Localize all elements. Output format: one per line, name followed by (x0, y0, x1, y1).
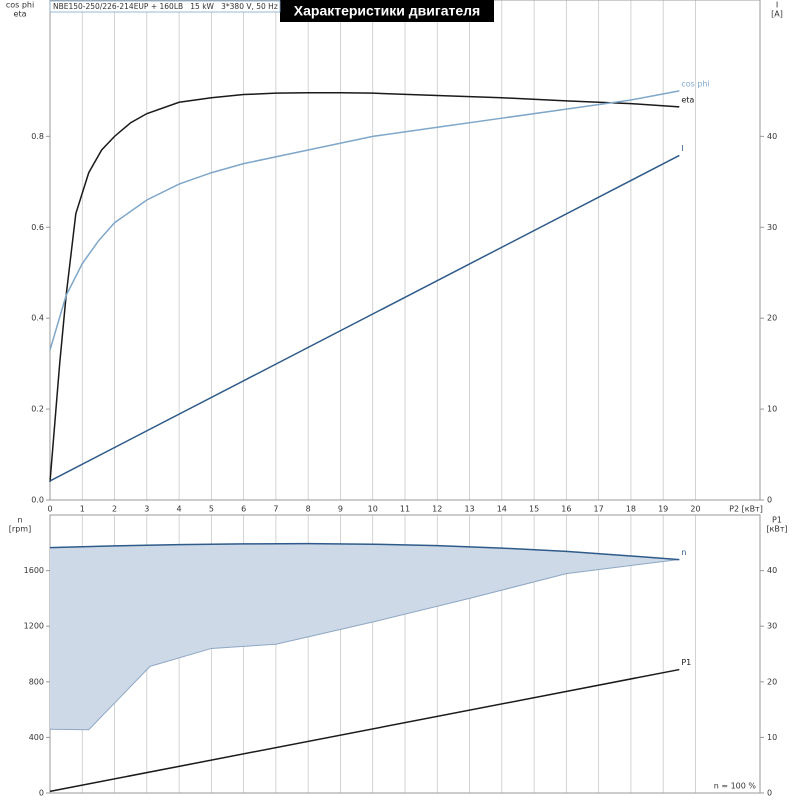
x-tick-label: 13 (464, 505, 474, 514)
y2-axis-label: I (776, 1, 778, 10)
x-tick-label: 9 (338, 505, 343, 514)
x-tick-label: 4 (177, 505, 182, 514)
series-line (49, 91, 680, 482)
series-label: cos phi (681, 79, 709, 88)
x-tick-label: 12 (432, 505, 442, 514)
y2-tick-label: 10 (767, 405, 777, 414)
subtitle-box (49, 0, 281, 13)
y2-tick-label: 10 (767, 733, 777, 742)
y-tick-label: 400 (29, 733, 44, 742)
y-tick-label: 1200 (24, 622, 44, 631)
y2-axis-label: [A] (771, 10, 783, 19)
y-tick-label: 0 (39, 789, 44, 798)
y-tick-label: 1600 (24, 566, 44, 575)
y2-tick-label: 40 (767, 566, 777, 575)
y2-tick-label: 20 (767, 314, 777, 323)
y-axis-label: n (17, 516, 22, 525)
x-tick-label: 19 (658, 505, 668, 514)
y-tick-label: 0.4 (31, 314, 44, 323)
y2-tick-label: 0 (767, 496, 772, 505)
y2-tick-label: 30 (767, 223, 777, 232)
x-tick-label: 2 (112, 505, 117, 514)
series-line (49, 154, 680, 482)
x-tick-label: 15 (529, 505, 539, 514)
y-axis-label: cos phi (6, 1, 34, 10)
plots: 0 1 2 3 4 5 6 7 8 9 10 11 12 13 14 15 16 17 18 19 200.00.20.… (6, 0, 788, 798)
x-axis-label: P2 [кВт] (729, 505, 763, 514)
series-label: P1 (681, 658, 691, 667)
x-tick-label: 6 (241, 505, 246, 514)
series-line (49, 668, 680, 793)
y-tick-label: 800 (29, 677, 44, 686)
y2-tick-label: 0 (767, 789, 772, 798)
series-line (49, 542, 680, 561)
range-area (50, 543, 680, 730)
x-tick-label: 5 (209, 505, 214, 514)
y2-axis-label: P1 (772, 516, 782, 525)
series-label: I (681, 144, 683, 153)
x-tick-label: 7 (273, 505, 278, 514)
x-tick-label: 18 (626, 505, 636, 514)
x-tick-label: 20 (690, 505, 700, 514)
y-tick-label: 0.0 (31, 496, 44, 505)
y-axis-label: [rpm] (9, 525, 31, 534)
x-tick-label: 0 (47, 505, 52, 514)
y2-tick-label: 20 (767, 677, 777, 686)
range-lower-line (49, 558, 680, 731)
annotation: n = 100 % (714, 782, 757, 791)
y-tick-label: 0.8 (31, 132, 44, 141)
x-tick-label: 3 (144, 505, 149, 514)
plot-frame (49, 0, 761, 501)
y2-axis-label: [кВт] (766, 525, 787, 534)
y-tick-label: 0.2 (31, 405, 44, 414)
chart-title: Характеристики двигателя (294, 3, 480, 19)
series-line (49, 90, 680, 351)
x-tick-label: 11 (400, 505, 410, 514)
y2-tick-label: 40 (767, 132, 777, 141)
x-tick-label: 14 (497, 505, 507, 514)
y2-tick-label: 30 (767, 622, 777, 631)
series-label: n (681, 548, 686, 557)
x-tick-label: 16 (561, 505, 571, 514)
x-tick-label: 10 (368, 505, 378, 514)
title-box (280, 0, 494, 22)
y-tick-label: 0.6 (31, 223, 44, 232)
x-tick-label: 17 (594, 505, 604, 514)
x-tick-label: 8 (306, 505, 311, 514)
y-axis-label: eta (14, 10, 27, 19)
series-label: eta (681, 95, 694, 104)
subtitle: NBE150-250/226-214EUP + 160LB 15 kW 3*38… (53, 2, 278, 11)
x-tick-label: 1 (80, 505, 85, 514)
